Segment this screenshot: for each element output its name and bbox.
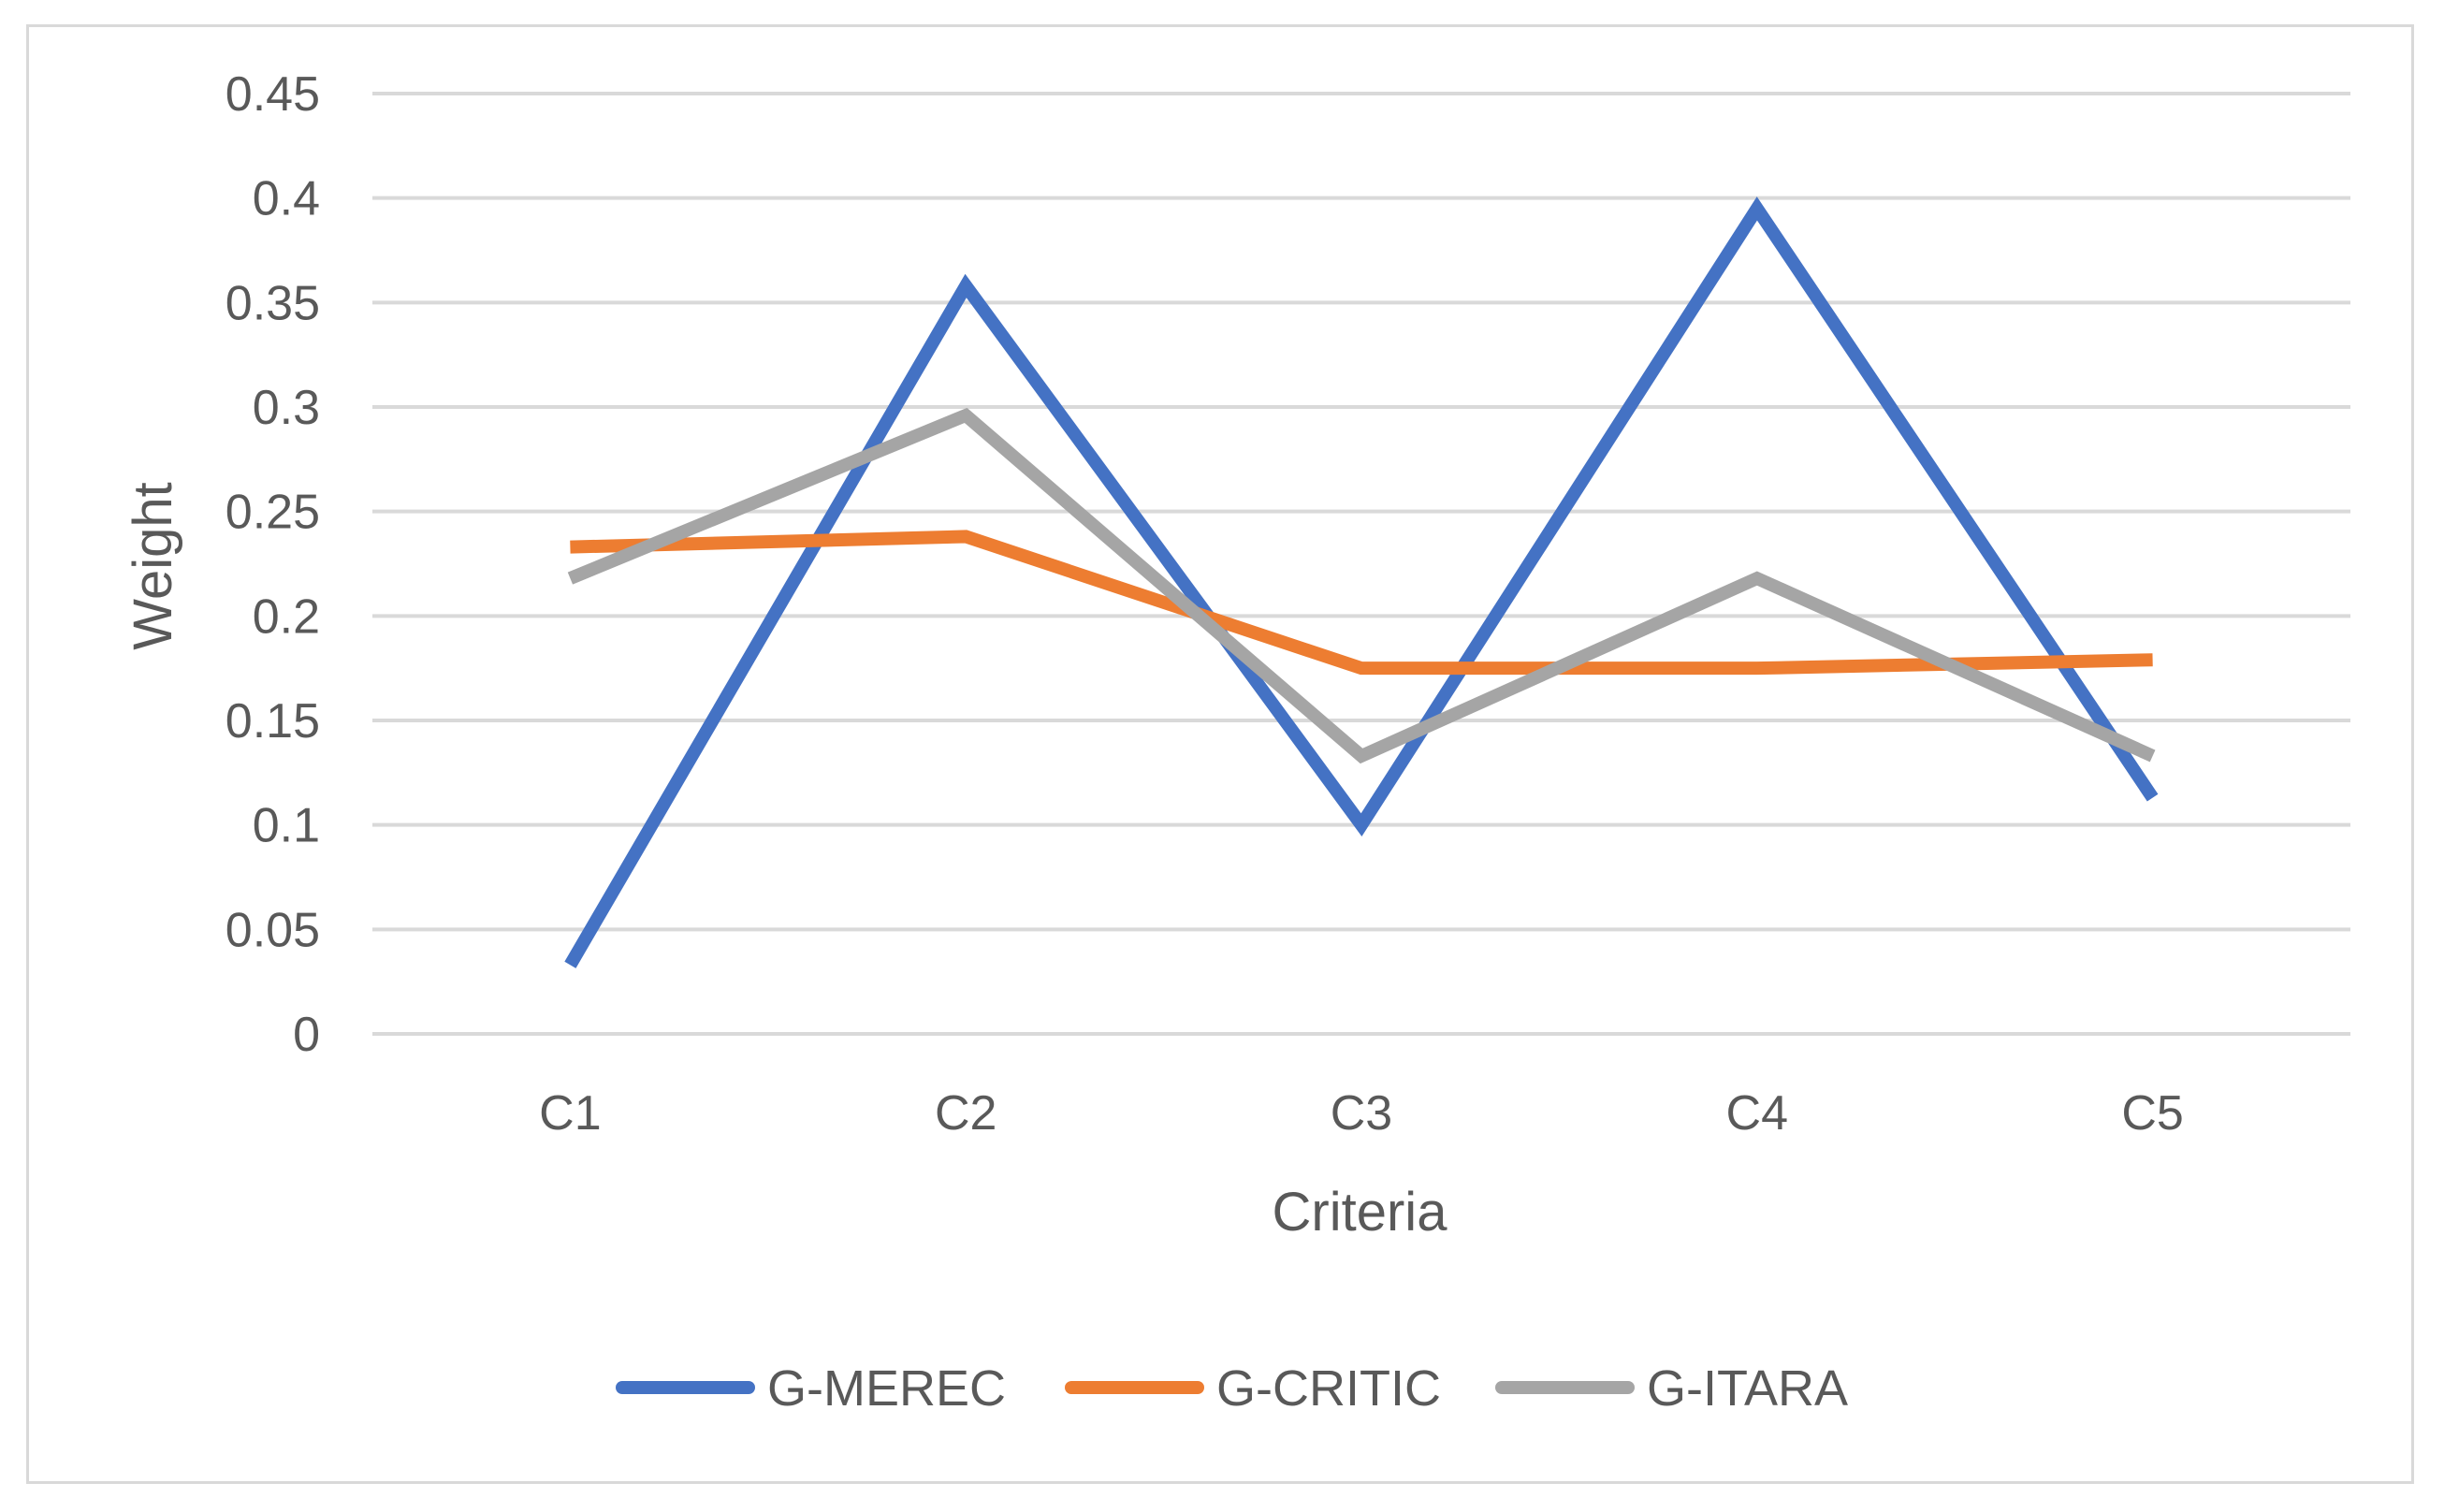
x-axis-ticks: C1 C2 C3 C4 C5 — [539, 1086, 2184, 1141]
y-tick-label: 0.25 — [225, 486, 320, 540]
y-tick-label: 0.3 — [253, 381, 320, 435]
y-tick-label: 0.05 — [225, 903, 320, 957]
x-tick-label: C4 — [1726, 1086, 1788, 1141]
legend-label: G-ITARA — [1647, 1360, 1848, 1417]
x-tick-label: C5 — [2121, 1086, 2183, 1141]
x-axis-title: Criteria — [1273, 1182, 1448, 1243]
y-tick-label: 0.15 — [225, 694, 320, 749]
y-axis-ticks: 0 0.05 0.1 0.15 0.2 0.25 0.3 0.35 0.4 0.45 — [225, 67, 320, 1062]
y-tick-label: 0.35 — [225, 276, 320, 330]
series-line-g-critic — [570, 530, 2153, 676]
y-axis-title: Weight — [123, 482, 183, 649]
series-line-g-merec — [564, 196, 2159, 968]
chart-frame — [26, 24, 2414, 1484]
legend-label: G-CRITIC — [1216, 1360, 1441, 1417]
series-lines — [564, 196, 2159, 968]
y-tick-label: 0.45 — [225, 67, 320, 122]
y-tick-label: 0.4 — [253, 172, 320, 226]
x-tick-label: C3 — [1331, 1086, 1392, 1141]
y-tick-label: 0.2 — [253, 589, 320, 644]
y-tick-label: 0.1 — [253, 799, 320, 853]
legend: G-MEREC G-CRITIC G-ITARA — [616, 1360, 1848, 1417]
x-tick-label: C2 — [935, 1086, 997, 1141]
gridlines — [372, 92, 2350, 1036]
x-tick-label: C1 — [539, 1086, 601, 1141]
legend-label: G-MEREC — [767, 1360, 1006, 1417]
series-line-g-itara — [567, 407, 2156, 764]
y-tick-label: 0 — [293, 1008, 320, 1062]
